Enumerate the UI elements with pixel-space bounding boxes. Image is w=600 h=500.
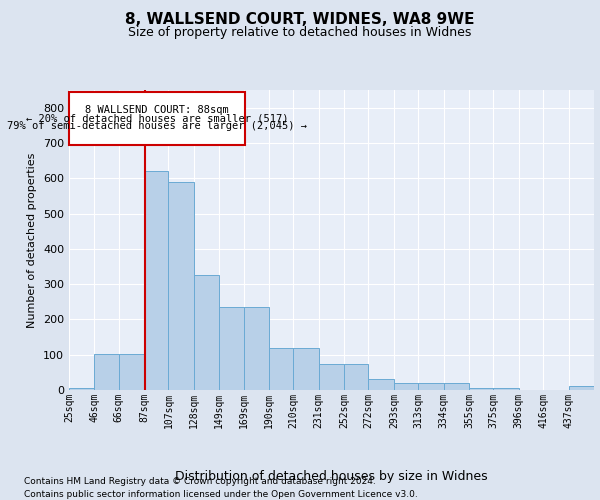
Bar: [119, 354, 144, 390]
Bar: [94, 354, 119, 390]
Bar: [144, 171, 169, 390]
FancyBboxPatch shape: [69, 92, 245, 144]
Bar: [469, 388, 493, 390]
Text: ← 20% of detached houses are smaller (517): ← 20% of detached houses are smaller (51…: [26, 113, 288, 123]
Text: 8, WALLSEND COURT, WIDNES, WA8 9WE: 8, WALLSEND COURT, WIDNES, WA8 9WE: [125, 12, 475, 28]
Text: 79% of semi-detached houses are larger (2,045) →: 79% of semi-detached houses are larger (…: [7, 121, 307, 131]
Bar: [569, 386, 594, 390]
X-axis label: Distribution of detached houses by size in Widnes: Distribution of detached houses by size …: [175, 470, 488, 482]
Bar: [394, 383, 418, 390]
Y-axis label: Number of detached properties: Number of detached properties: [28, 152, 37, 328]
Text: 8 WALLSEND COURT: 88sqm: 8 WALLSEND COURT: 88sqm: [85, 106, 229, 116]
Bar: [244, 307, 269, 390]
Bar: [220, 307, 244, 390]
Bar: [443, 383, 469, 390]
Bar: [493, 388, 519, 390]
Bar: [69, 388, 94, 390]
Bar: [293, 348, 319, 390]
Text: Size of property relative to detached houses in Widnes: Size of property relative to detached ho…: [128, 26, 472, 39]
Bar: [269, 348, 293, 390]
Bar: [418, 383, 443, 390]
Text: Contains public sector information licensed under the Open Government Licence v3: Contains public sector information licen…: [24, 490, 418, 499]
Bar: [344, 364, 368, 390]
Bar: [368, 380, 394, 390]
Bar: [319, 364, 344, 390]
Bar: [169, 182, 194, 390]
Bar: [194, 276, 220, 390]
Text: Contains HM Land Registry data © Crown copyright and database right 2024.: Contains HM Land Registry data © Crown c…: [24, 478, 376, 486]
